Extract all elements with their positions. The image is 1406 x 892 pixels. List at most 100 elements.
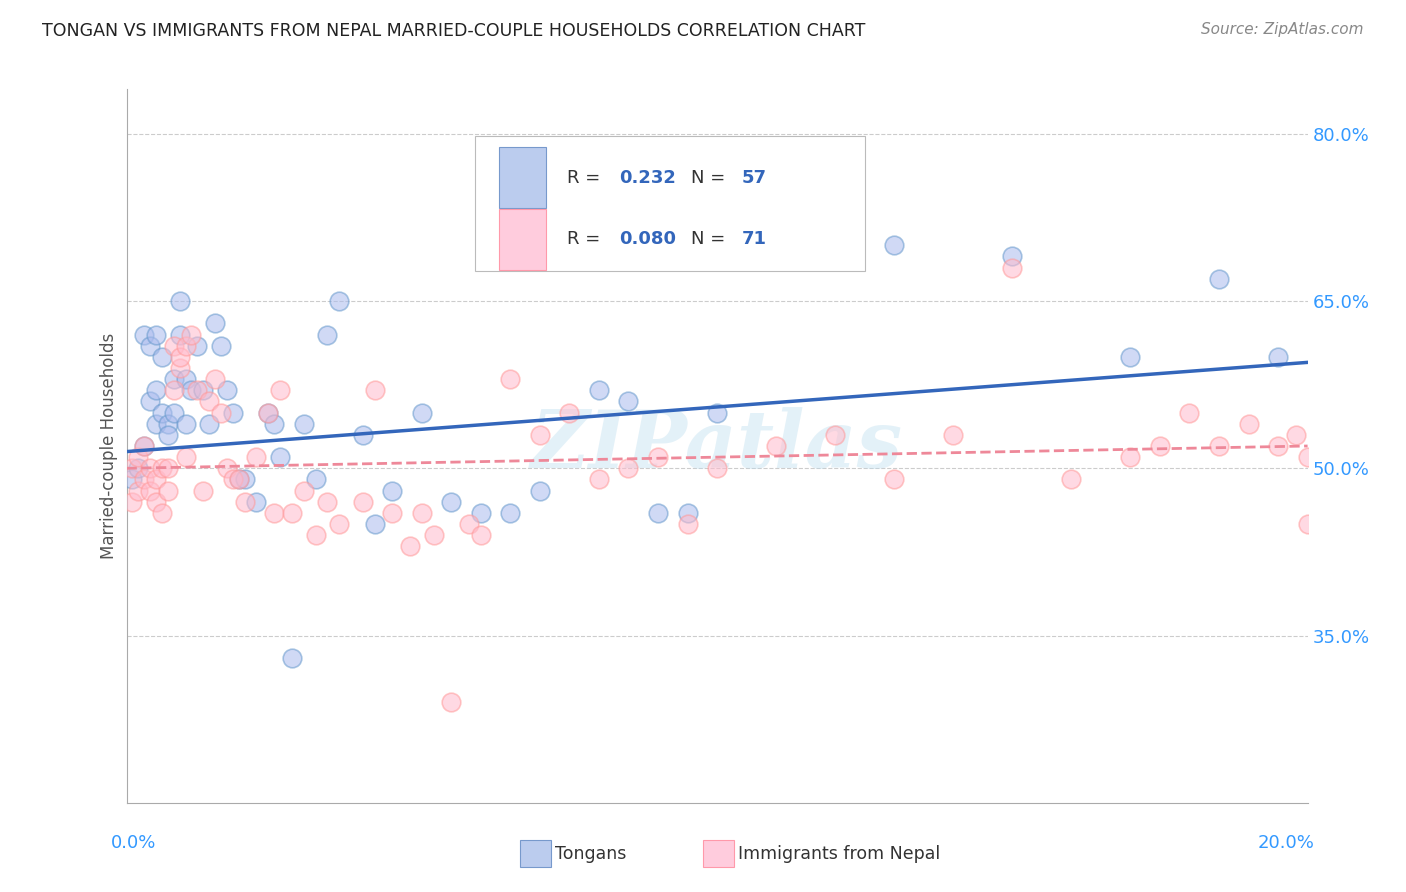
Point	[499, 506, 522, 520]
Point	[617, 394, 640, 409]
Point	[399, 539, 422, 553]
Point	[127, 450, 149, 464]
Point	[174, 450, 197, 464]
Point	[121, 461, 143, 475]
Point	[263, 417, 285, 431]
Point	[209, 338, 232, 352]
Point	[169, 293, 191, 308]
Point	[647, 450, 669, 464]
Point	[363, 384, 385, 398]
Point	[1119, 350, 1142, 364]
Text: 0.080: 0.080	[619, 230, 676, 248]
Point	[121, 494, 143, 508]
Point	[676, 506, 699, 520]
Point	[204, 372, 226, 386]
Point	[292, 483, 315, 498]
Y-axis label: Married-couple Households: Married-couple Households	[100, 333, 118, 559]
Point	[127, 483, 149, 498]
Text: R =: R =	[567, 169, 606, 186]
Point	[257, 405, 280, 419]
Point	[215, 461, 238, 475]
Point	[198, 394, 221, 409]
Text: 71: 71	[742, 230, 766, 248]
Text: Immigrants from Nepal: Immigrants from Nepal	[738, 845, 941, 863]
Point	[134, 439, 156, 453]
Point	[647, 506, 669, 520]
Point	[145, 417, 167, 431]
Point	[440, 696, 463, 710]
Point	[269, 384, 291, 398]
Point	[1208, 271, 1230, 285]
Point	[1119, 450, 1142, 464]
Point	[134, 327, 156, 342]
Point	[765, 216, 787, 230]
Point	[1267, 350, 1289, 364]
Point	[281, 506, 304, 520]
Point	[304, 528, 326, 542]
Point	[156, 427, 179, 442]
Point	[1149, 439, 1171, 453]
Point	[193, 384, 215, 398]
Point	[363, 516, 385, 531]
Point	[127, 461, 149, 475]
Text: Tongans: Tongans	[555, 845, 627, 863]
FancyBboxPatch shape	[475, 136, 865, 271]
Point	[222, 405, 245, 419]
Point	[156, 461, 179, 475]
Point	[209, 405, 232, 419]
Point	[617, 461, 640, 475]
Point	[883, 472, 905, 486]
Point	[145, 472, 167, 486]
Point	[411, 506, 433, 520]
FancyBboxPatch shape	[499, 147, 546, 208]
Point	[458, 516, 481, 531]
Point	[304, 472, 326, 486]
Point	[328, 293, 350, 308]
Point	[529, 427, 551, 442]
Point	[145, 494, 167, 508]
Point	[245, 494, 267, 508]
Point	[174, 372, 197, 386]
Point	[883, 238, 905, 252]
Point	[163, 372, 186, 386]
Point	[150, 350, 173, 364]
Point	[150, 405, 173, 419]
Point	[316, 327, 339, 342]
Point	[257, 405, 280, 419]
Point	[156, 417, 179, 431]
Text: N =: N =	[692, 169, 731, 186]
Point	[352, 427, 374, 442]
Text: N =: N =	[692, 230, 731, 248]
Point	[169, 360, 191, 375]
Point	[180, 384, 202, 398]
Point	[942, 427, 965, 442]
Point	[1060, 472, 1083, 486]
Point	[588, 384, 610, 398]
Point	[150, 461, 173, 475]
FancyBboxPatch shape	[499, 209, 546, 269]
Point	[422, 528, 444, 542]
Point	[198, 417, 221, 431]
Point	[470, 528, 492, 542]
Point	[676, 516, 699, 531]
Point	[440, 494, 463, 508]
Point	[193, 483, 215, 498]
Point	[558, 405, 581, 419]
Point	[245, 450, 267, 464]
Point	[470, 506, 492, 520]
Point	[316, 494, 339, 508]
Point	[174, 417, 197, 431]
Point	[1285, 427, 1308, 442]
Text: 20.0%: 20.0%	[1258, 834, 1315, 852]
Point	[1296, 450, 1319, 464]
Point	[269, 450, 291, 464]
Point	[139, 483, 162, 498]
Point	[1237, 417, 1260, 431]
Point	[169, 327, 191, 342]
Point	[180, 327, 202, 342]
Point	[1208, 439, 1230, 453]
Point	[281, 651, 304, 665]
Text: TONGAN VS IMMIGRANTS FROM NEPAL MARRIED-COUPLE HOUSEHOLDS CORRELATION CHART: TONGAN VS IMMIGRANTS FROM NEPAL MARRIED-…	[42, 22, 866, 40]
Text: 0.0%: 0.0%	[111, 834, 156, 852]
Point	[134, 472, 156, 486]
